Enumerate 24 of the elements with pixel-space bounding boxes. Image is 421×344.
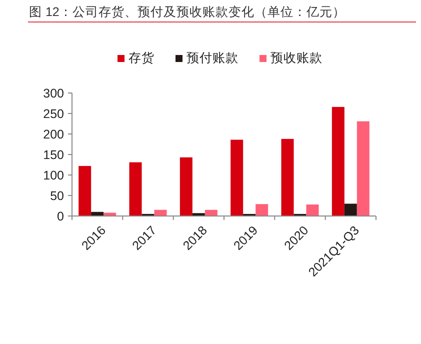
y-tick-label: 250 — [43, 106, 64, 121]
bar — [180, 157, 192, 216]
y-tick-label: 150 — [43, 148, 64, 162]
bar — [154, 210, 167, 216]
legend-label: 预付账款 — [186, 51, 238, 65]
y-tick-label: 50 — [50, 188, 64, 203]
bar — [230, 140, 244, 216]
bar — [344, 204, 357, 216]
bar — [306, 204, 319, 216]
legend-label: 存货 — [128, 51, 154, 65]
bar — [281, 138, 294, 216]
y-tick-label: 300 — [43, 86, 64, 100]
bar — [78, 166, 92, 216]
y-tick-label: 0 — [57, 209, 64, 224]
legend-label: 预收账款 — [270, 51, 322, 65]
bar — [256, 204, 268, 216]
bar — [104, 212, 116, 216]
bar — [332, 106, 344, 216]
bar — [204, 210, 218, 216]
bar — [356, 121, 370, 216]
chart-title: 图 12：公司存货、预付及预收账款变化（单位：亿元） — [29, 5, 346, 19]
y-tick-label: 100 — [43, 168, 64, 182]
bar — [129, 162, 142, 216]
y-tick-label: 200 — [43, 127, 64, 142]
